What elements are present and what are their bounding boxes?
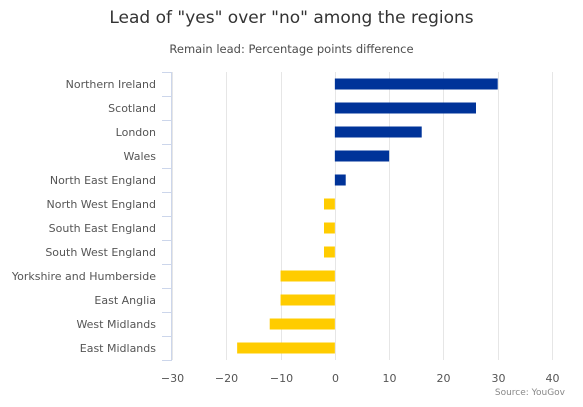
bar [269, 318, 335, 330]
category-label: Scotland [108, 102, 156, 115]
category-label: North East England [50, 174, 156, 187]
chart-subtitle: Remain lead: Percentage points differenc… [169, 42, 414, 56]
category-label: North West England [47, 198, 156, 211]
chart-credit: Source: YouGov [494, 388, 565, 398]
bar [324, 198, 335, 210]
bar [334, 126, 422, 138]
x-tick-label: 20 [437, 372, 451, 385]
x-tick-label: −30 [161, 372, 184, 385]
bar [237, 342, 335, 354]
x-tick-label: 0 [332, 372, 339, 385]
category-label: South East England [49, 222, 156, 235]
x-tick-label: 10 [383, 372, 397, 385]
x-tick-label: 40 [546, 372, 560, 385]
bar [324, 222, 335, 234]
category-label: West Midlands [76, 318, 156, 331]
category-label: East Midlands [80, 342, 157, 355]
category-label: East Anglia [94, 294, 156, 307]
bar [280, 270, 335, 282]
bars [237, 78, 498, 354]
category-labels: Northern Ireland Scotland London Wales North… [11, 78, 156, 355]
category-label: South West England [45, 246, 156, 259]
chart-title: Lead of "yes" over "no" among the region… [109, 8, 474, 28]
axes [162, 72, 172, 361]
bar [334, 174, 346, 186]
bar [334, 78, 498, 90]
x-tick-label: 30 [492, 372, 506, 385]
bar [280, 294, 335, 306]
bar [334, 150, 390, 162]
x-tick-labels: −30 −20 −10 0 10 20 30 40 [161, 372, 560, 385]
gridlines [172, 72, 553, 360]
bar [324, 246, 335, 258]
category-label: Northern Ireland [66, 78, 156, 91]
x-tick-label: −20 [215, 372, 238, 385]
category-label: Wales [124, 150, 157, 163]
bar [334, 102, 476, 114]
category-label: London [116, 126, 156, 139]
x-tick-label: −10 [270, 372, 293, 385]
category-label: Yorkshire and Humberside [11, 270, 156, 283]
